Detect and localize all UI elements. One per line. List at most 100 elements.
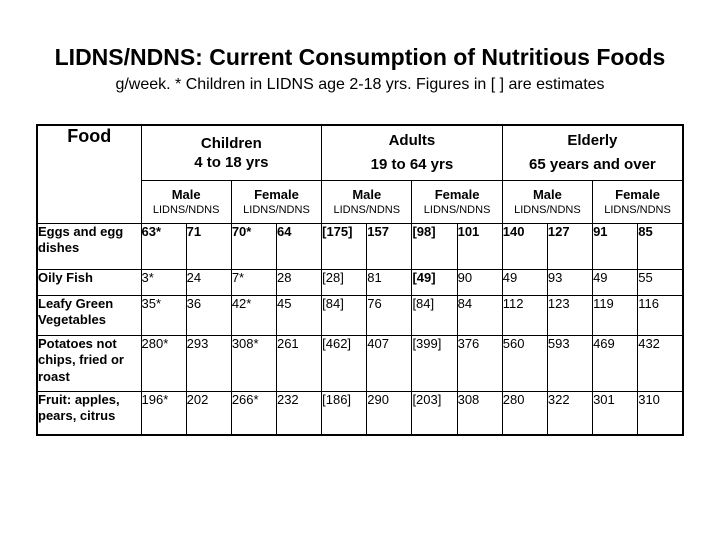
table-row: Oily Fish 3* 24 7* 28 [28] 81 [49] 90 49 93 49 55 (36, 268, 684, 296)
subheader-adults-male: Male LIDNS/NDNS (321, 179, 413, 224)
value-cell: 140 (501, 222, 548, 270)
value-cell: 36 (185, 294, 232, 336)
sex-label: Female (254, 187, 299, 202)
value-cell: 432 (637, 334, 684, 392)
subheader-elderly-female: Female LIDNS/NDNS (592, 179, 684, 224)
value-cell: 84 (456, 294, 503, 336)
survey-label: LIDNS/NDNS (514, 204, 581, 216)
value-cell: [98] (411, 222, 458, 270)
group-header-children: Children 4 to 18 yrs (140, 124, 323, 181)
value-cell: [399] (411, 334, 458, 392)
value-cell: 376 (456, 334, 503, 392)
sex-label: Female (615, 187, 660, 202)
value-cell: 45 (275, 294, 323, 336)
group-sublabel: 19 to 64 yrs (370, 156, 454, 174)
value-cell: 64 (275, 222, 323, 270)
table-row: Fruit: apples, pears, citrus 196* 202 266* 2… (36, 390, 684, 436)
subheader-children-female: Female LIDNS/NDNS (230, 179, 323, 224)
value-cell: 593 (546, 334, 594, 392)
value-cell: 157 (366, 222, 413, 270)
value-cell: 280* (140, 334, 187, 392)
group-label: Adults (388, 132, 436, 149)
group-header-elderly: Elderly 65 years and over (501, 124, 684, 181)
group-header-adults: Adults 19 to 64 yrs (321, 124, 503, 181)
sex-label: Male (352, 187, 382, 202)
value-cell: 469 (592, 334, 639, 392)
value-cell: 310 (637, 390, 684, 436)
value-cell: 308* (230, 334, 277, 392)
value-cell: 232 (275, 390, 323, 436)
consumption-table: Food Children 4 to 18 yrs Adults 19 to 6… (36, 124, 684, 436)
value-cell: 123 (546, 294, 594, 336)
table-row: Leafy Green Vegetables 35* 36 42* 45 [84] 76 [8… (36, 294, 684, 336)
value-cell: 7* (230, 268, 277, 296)
value-cell: 93 (546, 268, 594, 296)
sex-label: Female (434, 187, 480, 202)
food-label: Potatoes not chips, fried or roast (36, 334, 142, 392)
value-cell: 261 (275, 334, 323, 392)
survey-label: LIDNS/NDNS (152, 204, 220, 216)
group-header-row: Food Children 4 to 18 yrs Adults 19 to 6… (36, 124, 684, 224)
value-cell: [175] (321, 222, 368, 270)
table-row: Eggs and egg dishes 63* 71 70* 64 [175] 157 [98… (36, 222, 684, 270)
value-cell: 322 (546, 390, 594, 436)
value-cell: 112 (501, 294, 548, 336)
survey-label: LIDNS/NDNS (243, 204, 310, 216)
value-cell: 90 (456, 268, 503, 296)
page-subtitle: g/week. * Children in LIDNS age 2-18 yrs… (115, 76, 605, 93)
subheader-children-male: Male LIDNS/NDNS (140, 179, 232, 224)
value-cell: 3* (140, 268, 187, 296)
value-cell: [462] (321, 334, 368, 392)
value-cell: 63* (140, 222, 187, 270)
value-cell: 28 (275, 268, 323, 296)
value-cell: 101 (456, 222, 503, 270)
subheader-elderly-male: Male LIDNS/NDNS (501, 179, 594, 224)
group-label: Children (200, 134, 262, 152)
value-cell: 55 (637, 268, 684, 296)
subheader-adults-female: Female LIDNS/NDNS (411, 179, 503, 224)
food-column-header: Food (36, 124, 142, 224)
value-cell: 280 (501, 390, 548, 436)
value-cell: 91 (592, 222, 639, 270)
value-cell: 266* (230, 390, 277, 436)
value-cell: 290 (366, 390, 413, 436)
value-cell: 119 (592, 294, 639, 336)
value-cell: 49 (592, 268, 639, 296)
table-row: Potatoes not chips, fried or roast 280* 29… (36, 334, 684, 392)
value-cell: 301 (592, 390, 639, 436)
value-cell: [84] (411, 294, 458, 336)
value-cell: 35* (140, 294, 187, 336)
food-label: Leafy Green Vegetables (36, 294, 142, 336)
sex-header-row: Male LIDNS/NDNS Female LIDNS/NDNS Male L… (37, 179, 684, 224)
value-cell: [49] (411, 268, 458, 296)
value-cell: 196* (140, 390, 187, 436)
value-cell: 24 (185, 268, 232, 296)
page-title: LIDNS/NDNS: Current Consumption of Nutri… (54, 44, 666, 70)
food-label: Eggs and egg dishes (36, 222, 142, 270)
group-sublabel: 65 years and over (529, 156, 656, 174)
value-cell: [28] (321, 268, 368, 296)
sex-label: Male (171, 187, 201, 202)
value-cell: 127 (546, 222, 594, 270)
food-label: Oily Fish (36, 268, 142, 296)
value-cell: 76 (366, 294, 413, 336)
value-cell: 42* (230, 294, 277, 336)
group-sublabel: 4 to 18 yrs (194, 153, 269, 171)
value-cell: [203] (411, 390, 458, 436)
survey-label: LIDNS/NDNS (604, 204, 671, 216)
value-cell: 81 (366, 268, 413, 296)
value-cell: 70* (230, 222, 277, 270)
value-cell: 293 (185, 334, 232, 392)
food-label: Fruit: apples, pears, citrus (36, 390, 142, 436)
value-cell: 116 (637, 294, 684, 336)
value-cell: 71 (185, 222, 232, 270)
sex-label: Male (532, 187, 562, 202)
value-cell: 49 (501, 268, 548, 296)
value-cell: [186] (321, 390, 368, 436)
value-cell: 560 (501, 334, 548, 392)
value-cell: 85 (637, 222, 684, 270)
value-cell: 308 (456, 390, 503, 436)
value-cell: 202 (185, 390, 232, 436)
value-cell: 407 (366, 334, 413, 392)
